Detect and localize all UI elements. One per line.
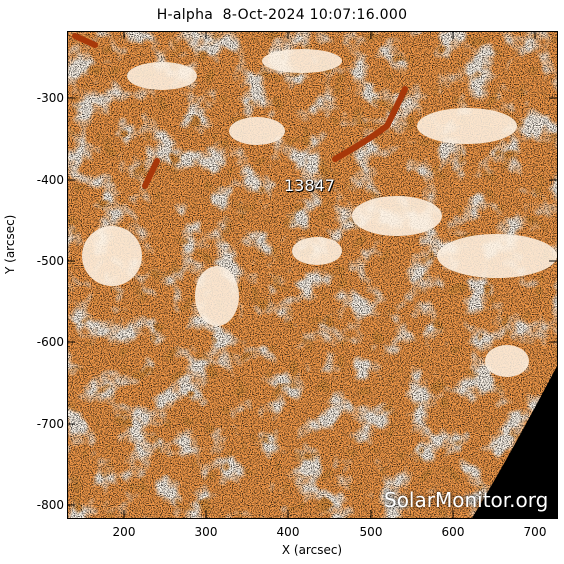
solar-image bbox=[67, 31, 557, 518]
image-title: H-alpha 8-Oct-2024 10:07:16.000 bbox=[156, 7, 408, 23]
y-tick-label: -800 bbox=[36, 498, 64, 512]
active-region-number: 13847 bbox=[284, 176, 335, 195]
y-tick-label: -500 bbox=[36, 254, 64, 268]
y-tick-label: -600 bbox=[36, 335, 64, 349]
h-alpha-texture bbox=[67, 31, 557, 518]
y-axis-label: Y (arcsec) bbox=[3, 214, 17, 274]
y-tick-label: -400 bbox=[36, 173, 64, 187]
y-tick-label: -300 bbox=[36, 91, 64, 105]
x-tick-label: 400 bbox=[276, 525, 300, 539]
x-tick-label: 700 bbox=[523, 525, 547, 539]
y-tick-label: -700 bbox=[36, 417, 64, 431]
x-tick-label: 200 bbox=[112, 525, 136, 539]
x-axis-label: X (arcsec) bbox=[281, 543, 343, 557]
x-tick-label: 600 bbox=[441, 525, 465, 539]
x-tick-label: 500 bbox=[359, 525, 383, 539]
watermark: SolarMonitor.org bbox=[384, 488, 549, 512]
x-tick-label: 300 bbox=[194, 525, 218, 539]
